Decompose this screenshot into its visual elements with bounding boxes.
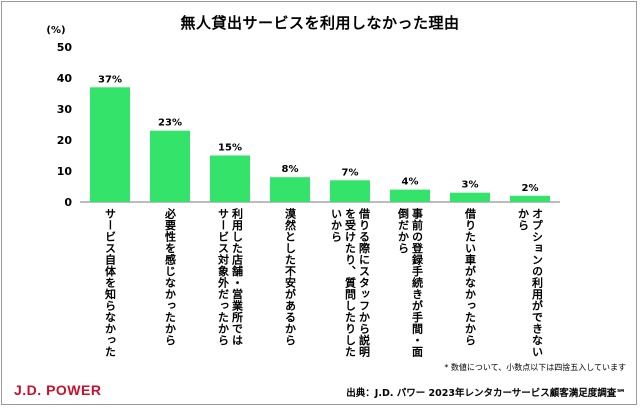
y-axis-unit-label: (%) bbox=[46, 25, 65, 36]
data-label: 7% bbox=[342, 167, 359, 178]
y-tick-label: 50 bbox=[57, 41, 73, 54]
category-label: 事前の登録手続きが手間・面 bbox=[411, 207, 425, 358]
source-text: 出典：J.D. パワー 2023年レンタカーサービス顧客満足度調査℠ bbox=[346, 388, 626, 399]
bar bbox=[390, 189, 430, 202]
category-label: 利用した店舗・営業所では bbox=[231, 207, 245, 346]
data-label: 3% bbox=[462, 180, 479, 191]
category-label: サービス自体を知らなかった bbox=[104, 208, 118, 358]
y-tick-label: 40 bbox=[57, 72, 73, 85]
category-label: から bbox=[517, 208, 530, 231]
category-label: 倒だから bbox=[397, 207, 411, 254]
data-label: 15% bbox=[218, 143, 242, 154]
category-label: 借りる際にスタッフから説明 bbox=[358, 207, 372, 358]
data-label: 2% bbox=[522, 183, 539, 194]
y-tick-label: 10 bbox=[57, 165, 73, 178]
category-label: 必要性を感じなかったから bbox=[164, 207, 178, 346]
y-tick-label: 0 bbox=[64, 196, 72, 209]
bar bbox=[150, 130, 190, 202]
category-label: サービス対象外だったから bbox=[217, 208, 231, 346]
bar bbox=[450, 192, 490, 202]
bar bbox=[210, 155, 250, 202]
rounding-note: * 数値について、小数点以下は四捨五入しています bbox=[444, 363, 626, 372]
data-label: 37% bbox=[98, 74, 122, 85]
bar bbox=[510, 195, 550, 202]
category-label: いから bbox=[330, 208, 343, 243]
jd-power-logo: J.D. POWER bbox=[14, 382, 102, 398]
y-tick-label: 20 bbox=[57, 134, 73, 147]
category-label: オプションの利用ができない bbox=[531, 208, 544, 358]
bar bbox=[90, 87, 130, 202]
chart-title: 無人貸出サービスを利用しなかった理由 bbox=[180, 14, 460, 32]
bar bbox=[270, 177, 310, 202]
category-label: を受けたり、質問したりした bbox=[344, 208, 357, 358]
data-label: 4% bbox=[402, 177, 419, 188]
bar bbox=[330, 180, 370, 202]
data-label: 23% bbox=[158, 118, 182, 129]
category-label: 漠然とした不安があるから bbox=[284, 207, 297, 346]
category-label: 借りたい車がなかったから bbox=[464, 207, 478, 346]
data-label: 8% bbox=[282, 164, 299, 175]
y-tick-label: 30 bbox=[57, 103, 73, 116]
